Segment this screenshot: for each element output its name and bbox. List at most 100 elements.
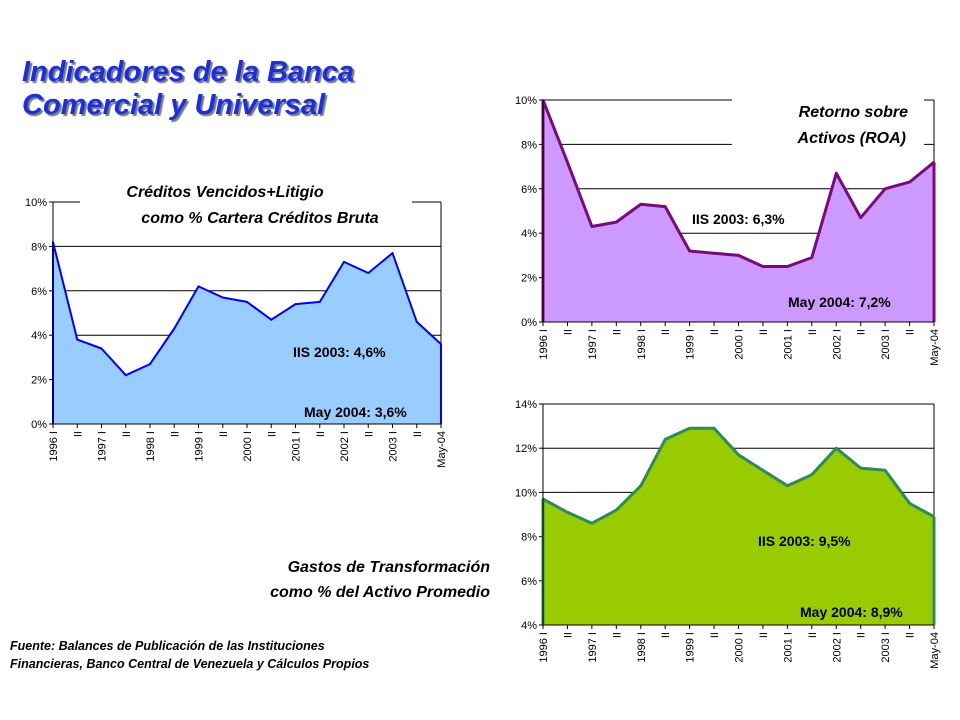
x-tick-label: II xyxy=(611,632,623,638)
y-tick-label: 8% xyxy=(521,139,537,151)
chart-annotation: IIS 2003: 6,3% xyxy=(692,211,785,227)
y-tick-label: 4% xyxy=(521,228,537,240)
chart-title-line: Retorno sobre xyxy=(799,104,908,121)
x-tick-label: 1999 I xyxy=(685,329,697,360)
y-tick-label: 12% xyxy=(515,443,537,455)
data-point xyxy=(76,338,79,341)
source-note-line-1: Fuente: Balances de Publicación de las I… xyxy=(10,639,325,653)
data-point xyxy=(221,296,224,299)
data-point xyxy=(786,484,789,487)
y-tick-label: 10% xyxy=(515,95,537,107)
chart-annotation: IIS 2003: 9,5% xyxy=(758,533,851,549)
data-point xyxy=(367,272,370,274)
data-point xyxy=(688,250,691,252)
data-point xyxy=(615,509,618,512)
x-tick-label: 1996 I xyxy=(538,632,550,663)
x-tick-label: II xyxy=(315,431,327,437)
chart-annotation: May 2004: 7,2% xyxy=(788,294,891,310)
data-point xyxy=(440,343,442,346)
x-tick-label: May-04 xyxy=(436,431,448,468)
y-tick-label: 0% xyxy=(521,317,537,329)
data-point xyxy=(639,203,642,206)
data-point xyxy=(270,318,273,321)
x-tick-label: 2001 I xyxy=(782,632,794,663)
data-point xyxy=(933,161,935,164)
chart-title-backing xyxy=(80,182,412,230)
data-point xyxy=(810,256,813,259)
data-point xyxy=(859,467,862,470)
data-point xyxy=(149,363,151,366)
data-point xyxy=(786,265,789,268)
chart-title-line: Créditos Vencidos+Litigio xyxy=(126,184,323,201)
chart-title-backing xyxy=(732,98,924,152)
data-point xyxy=(810,473,813,476)
data-point xyxy=(343,260,345,263)
x-tick-label: II xyxy=(562,329,574,335)
x-tick-label: II xyxy=(412,431,424,437)
x-tick-label: II xyxy=(218,431,230,437)
area-fill xyxy=(543,428,934,625)
data-point xyxy=(835,447,838,450)
data-point xyxy=(391,252,394,255)
x-tick-label: 2000 I xyxy=(734,329,746,360)
data-point xyxy=(294,303,297,306)
x-tick-label: 1996 I xyxy=(48,431,60,462)
data-point xyxy=(859,216,862,219)
y-tick-label: 4% xyxy=(521,620,537,632)
source-note-line-2: Financieras, Banco Central de Venezuela … xyxy=(10,657,370,671)
x-tick-label: II xyxy=(121,431,133,437)
data-point xyxy=(737,453,740,456)
data-point xyxy=(590,225,593,228)
y-tick-label: 10% xyxy=(515,487,537,499)
x-tick-label: II xyxy=(363,431,375,437)
x-tick-label: 2002 I xyxy=(831,632,843,663)
y-tick-label: 6% xyxy=(521,576,537,588)
x-tick-label: II xyxy=(72,431,84,437)
x-tick-label: II xyxy=(856,329,868,335)
x-tick-label: 2003 I xyxy=(880,632,892,663)
data-point xyxy=(664,205,667,208)
chart-title-line: como % Cartera Créditos Bruta xyxy=(141,210,378,227)
x-tick-label: 1997 I xyxy=(97,431,109,462)
page-title-line-1: Indicadores de la Banca xyxy=(22,56,355,88)
x-tick-label: May-04 xyxy=(929,329,941,366)
y-tick-label: 2% xyxy=(521,273,537,285)
data-point xyxy=(908,181,911,184)
chart-title-line: como % del Activo Promedio xyxy=(270,584,490,601)
x-tick-label: 1999 I xyxy=(194,431,206,462)
x-tick-label: II xyxy=(856,632,868,638)
x-tick-label: 1999 I xyxy=(685,632,697,663)
chart-title-line: Gastos de Transformación xyxy=(288,559,491,576)
page-title: Indicadores de la Banca Comercial y Univ… xyxy=(22,56,354,122)
y-tick-label: 14% xyxy=(515,399,537,411)
data-point xyxy=(713,427,716,430)
data-point xyxy=(566,161,569,164)
data-point xyxy=(566,511,569,514)
x-tick-label: 1997 I xyxy=(587,632,599,663)
y-tick-label: 2% xyxy=(31,375,47,387)
y-tick-label: 8% xyxy=(521,532,537,544)
x-tick-label: II xyxy=(905,329,917,335)
y-tick-label: 6% xyxy=(31,286,47,298)
x-tick-label: II xyxy=(660,329,672,335)
data-point xyxy=(835,172,838,175)
x-tick-label: 2000 I xyxy=(734,632,746,663)
x-tick-label: II xyxy=(660,632,672,638)
data-point xyxy=(124,374,127,377)
data-point xyxy=(318,300,321,303)
x-tick-label: 2002 I xyxy=(831,329,843,360)
data-point xyxy=(884,187,887,190)
x-tick-label: II xyxy=(758,329,770,335)
data-point xyxy=(615,221,618,224)
y-tick-label: 0% xyxy=(31,419,47,431)
x-tick-label: II xyxy=(266,431,278,437)
x-tick-label: II xyxy=(709,632,721,638)
data-point xyxy=(761,469,764,472)
x-tick-label: 2000 I xyxy=(242,431,254,462)
x-tick-label: 1998 I xyxy=(636,329,648,360)
y-tick-label: 6% xyxy=(521,184,537,196)
x-tick-label: 2001 I xyxy=(291,431,303,462)
